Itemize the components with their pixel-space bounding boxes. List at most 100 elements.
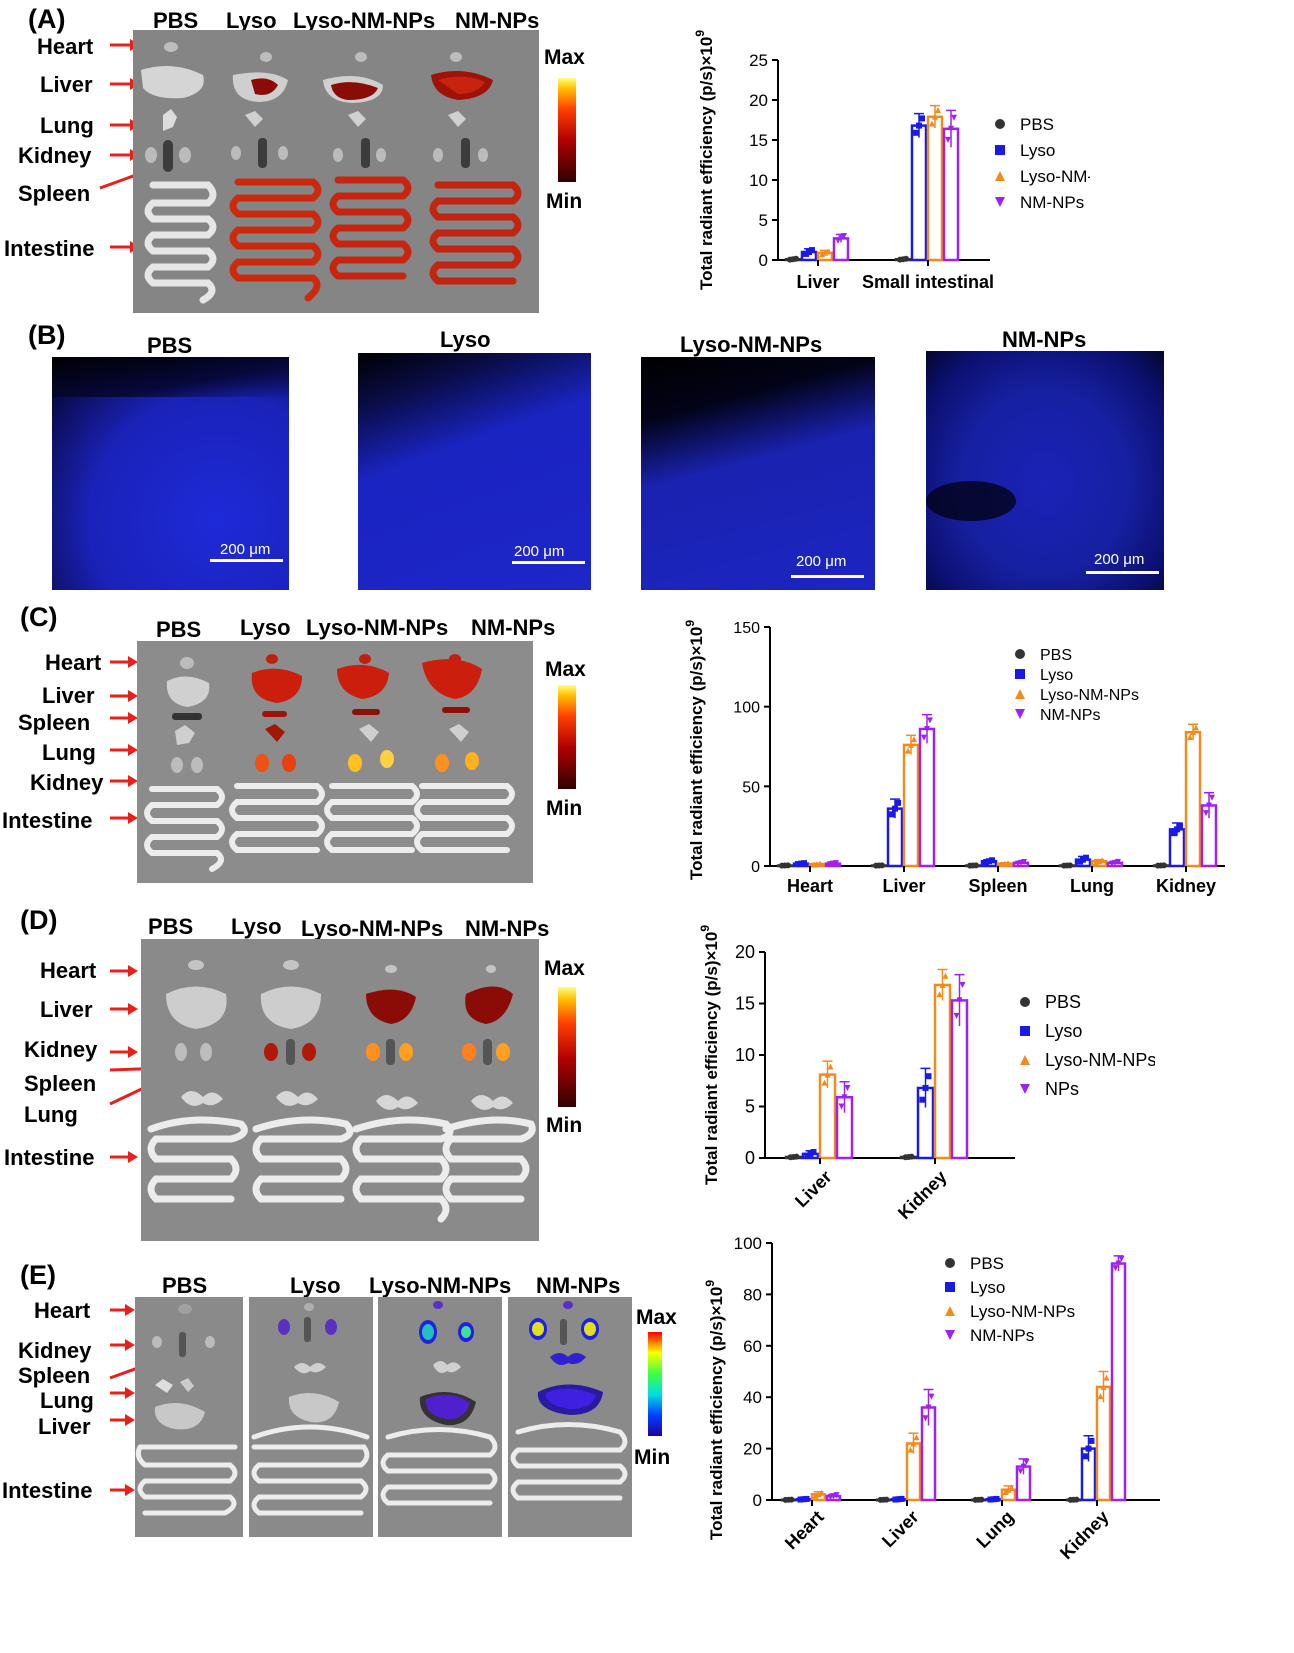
panel-e-col-lyso: Lyso — [290, 1273, 341, 1298]
panel-c-col-nm-nps: NM-NPs — [471, 615, 556, 640]
data-point — [922, 1415, 929, 1422]
panel-e-colorbar-min: Min — [634, 1446, 671, 1469]
panel-e-colorbar-max: Max — [636, 1306, 677, 1329]
panel-c-letter: (C) — [20, 602, 58, 632]
panel-d-col-nm-nps: NM-NPs — [465, 916, 550, 941]
panel-c-ivis-image — [137, 641, 533, 883]
legend-marker — [1020, 1055, 1030, 1065]
legend-label: PBS — [1020, 115, 1054, 134]
data-point — [1203, 810, 1209, 817]
data-point — [1005, 1486, 1012, 1493]
panel-c-col-lyso: Lyso — [240, 615, 291, 640]
panel-b-scalebar-lyso: 200 μm — [514, 543, 565, 560]
data-point — [844, 1084, 851, 1091]
bar-D-1-2 — [933, 983, 952, 1160]
y-axis-label: Total radiant efficiency (p/s)×109 — [698, 925, 721, 1185]
panel-b-col-lyso-nm-nps: Lyso-NM-NPs — [680, 332, 823, 357]
data-point — [1020, 1463, 1027, 1470]
data-point — [1115, 858, 1121, 865]
data-point — [935, 107, 941, 114]
legend-label: Lyso — [1020, 141, 1055, 160]
data-point — [1097, 1393, 1104, 1400]
bar-C-1-3 — [918, 727, 936, 868]
y-axis-label-exponent: 9 — [683, 620, 697, 627]
panel-a-col-lyso-nm-nps: Lyso-NM-NPs — [293, 8, 436, 33]
data-point — [993, 1495, 1000, 1502]
y-tick-label: 0 — [751, 859, 760, 876]
data-point — [1193, 724, 1199, 731]
y-tick-label: 20 — [749, 91, 768, 110]
data-point — [989, 857, 995, 864]
data-point — [953, 1012, 960, 1019]
panel-d-chart: 0 5 10 15 20 Total radiant efficiency (p/s)×1… — [698, 925, 1155, 1220]
legend-marker — [995, 197, 1005, 207]
legend-marker — [1015, 709, 1025, 719]
legend-marker — [1020, 1026, 1030, 1036]
panel-a-organ-intestine: Intestine — [4, 236, 95, 261]
panel-d-organ-intestine: Intestine — [4, 1145, 95, 1170]
data-point — [821, 1079, 828, 1086]
data-point — [833, 860, 839, 867]
data-point — [908, 1153, 915, 1160]
y-tick-label: 100 — [734, 1234, 762, 1253]
bar-A-1-2 — [926, 115, 944, 262]
legend-label: Lyso-NM-NPs — [1020, 167, 1090, 186]
data-point — [907, 1446, 914, 1453]
data-point — [1008, 1484, 1015, 1491]
y-tick-label: 80 — [743, 1285, 762, 1304]
panel-a-intestines — [144, 176, 522, 304]
panel-d-organ-lung: Lung — [24, 1102, 78, 1127]
data-point — [818, 1489, 825, 1496]
y-tick-label: 0 — [753, 1491, 762, 1510]
legend-marker — [995, 119, 1005, 129]
legend-marker — [945, 1306, 955, 1316]
data-point — [922, 1084, 929, 1091]
panel-b-letter: (B) — [28, 320, 66, 350]
x-tick-label: Heart — [787, 876, 833, 896]
panel-d-ivis-image — [141, 939, 539, 1241]
x-tick-label: Liver — [791, 1167, 836, 1212]
data-point — [812, 1492, 819, 1499]
data-point — [928, 1393, 935, 1400]
data-point — [809, 247, 815, 254]
data-point — [1174, 826, 1180, 833]
data-point — [903, 255, 909, 262]
data-point — [959, 981, 966, 988]
data-point — [810, 1149, 817, 1156]
bar-C-1-2 — [902, 743, 920, 868]
legend-marker — [1020, 997, 1030, 1007]
data-point — [951, 114, 957, 121]
data-point — [911, 736, 917, 743]
panel-e-col-lyso-nm-nps: Lyso-NM-NPs — [369, 1273, 512, 1298]
panel-d-organ-liver: Liver — [40, 997, 93, 1022]
y-tick-label: 20 — [735, 942, 755, 962]
panel-e-chart: 0 20 40 60 80 100 Total radiant efficiency (p/… — [703, 1234, 1160, 1563]
x-tick-label: Heart — [781, 1507, 828, 1554]
data-point — [921, 734, 927, 741]
panel-a-organ-liver: Liver — [40, 72, 93, 97]
data-point — [924, 725, 930, 732]
legend-label: PBS — [970, 1254, 1004, 1273]
data-point — [973, 862, 979, 869]
legend-marker — [1015, 649, 1025, 659]
panel-e-image-nm-nps — [508, 1297, 632, 1537]
panel-c-colorbar-min: Min — [546, 797, 583, 820]
panel-d-colorbar-min: Min — [546, 1114, 583, 1137]
data-point — [892, 805, 898, 812]
panel-e-letter: (E) — [20, 1260, 56, 1290]
y-tick-label: 20 — [743, 1440, 762, 1459]
data-point — [1209, 794, 1215, 801]
chart-A-plot: 0 5 10 15 20 25 Total radiant efficiency (p/s)… — [693, 30, 1090, 292]
data-point — [825, 248, 831, 255]
data-point — [1073, 1496, 1080, 1503]
bar-E-3-2 — [1095, 1385, 1112, 1502]
panel-e-col-pbs: PBS — [162, 1273, 208, 1298]
data-point — [1206, 802, 1212, 809]
data-point — [841, 1094, 848, 1101]
panel-e-organ-spleen: Spleen — [18, 1363, 91, 1388]
data-point — [1017, 1468, 1024, 1475]
data-point — [932, 113, 938, 120]
y-tick-label: 100 — [733, 700, 760, 717]
panel-e-image-lyso — [249, 1297, 373, 1537]
data-point — [1005, 860, 1011, 867]
